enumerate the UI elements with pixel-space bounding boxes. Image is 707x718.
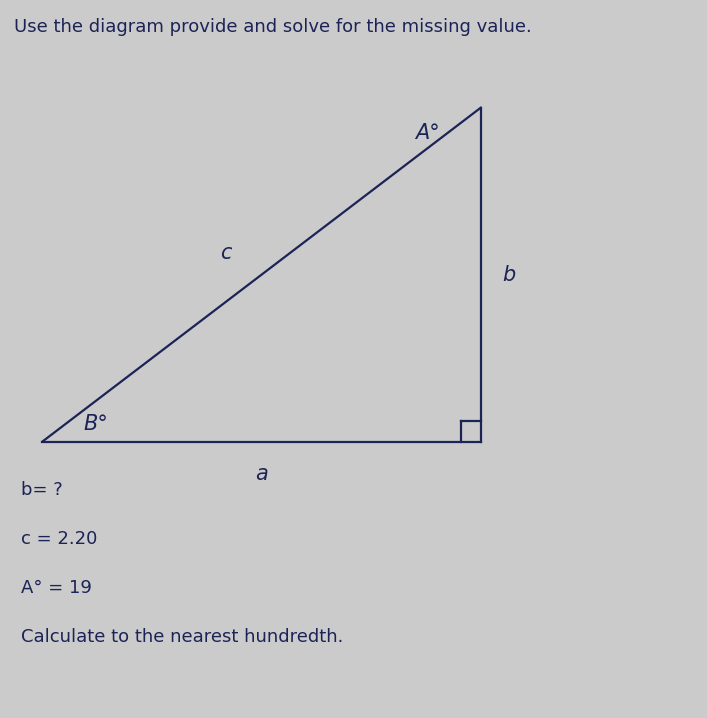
Text: Use the diagram provide and solve for the missing value.: Use the diagram provide and solve for th… — [14, 18, 532, 36]
Text: b: b — [503, 265, 515, 284]
Text: Calculate to the nearest hundredth.: Calculate to the nearest hundredth. — [21, 628, 344, 645]
Text: B°: B° — [83, 414, 108, 434]
Text: c: c — [221, 243, 232, 263]
Text: c = 2.20: c = 2.20 — [21, 530, 98, 548]
Text: A°: A° — [415, 123, 440, 143]
Text: b= ?: b= ? — [21, 481, 63, 499]
Text: A° = 19: A° = 19 — [21, 579, 92, 597]
Text: a: a — [255, 464, 268, 484]
